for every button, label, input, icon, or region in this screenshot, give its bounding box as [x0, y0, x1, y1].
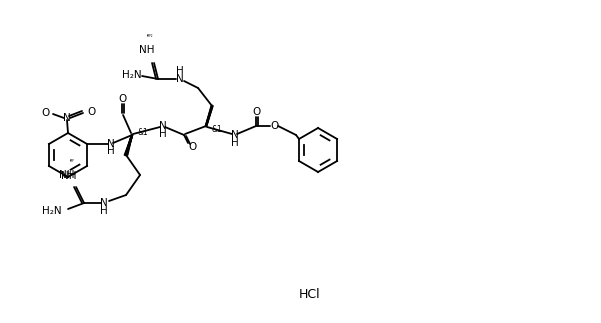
- Text: N: N: [231, 130, 239, 140]
- Text: NH: NH: [61, 171, 77, 181]
- Text: N: N: [107, 139, 115, 149]
- Text: O: O: [252, 107, 260, 117]
- Text: O: O: [118, 94, 126, 104]
- Text: O: O: [87, 107, 95, 117]
- Text: H₂N: H₂N: [122, 70, 142, 80]
- Text: O: O: [41, 108, 49, 118]
- Text: O: O: [270, 121, 278, 131]
- Text: HCl: HCl: [299, 288, 321, 301]
- Text: H₂N: H₂N: [42, 206, 62, 216]
- Text: NH: NH: [59, 170, 75, 180]
- Text: IMP: IMP: [70, 159, 75, 163]
- Text: NH: NH: [139, 45, 155, 55]
- Text: &1: &1: [211, 124, 222, 133]
- Text: N: N: [100, 198, 108, 208]
- Text: &1: &1: [137, 128, 148, 137]
- Text: IMP2: IMP2: [147, 34, 153, 38]
- Text: H: H: [100, 206, 108, 216]
- Text: N: N: [159, 121, 167, 131]
- Text: N: N: [63, 113, 71, 123]
- Text: H: H: [159, 129, 167, 139]
- Text: H: H: [107, 146, 115, 156]
- Text: H: H: [176, 66, 184, 76]
- Text: H: H: [231, 138, 239, 148]
- Text: O: O: [188, 142, 196, 152]
- Text: N: N: [176, 74, 184, 84]
